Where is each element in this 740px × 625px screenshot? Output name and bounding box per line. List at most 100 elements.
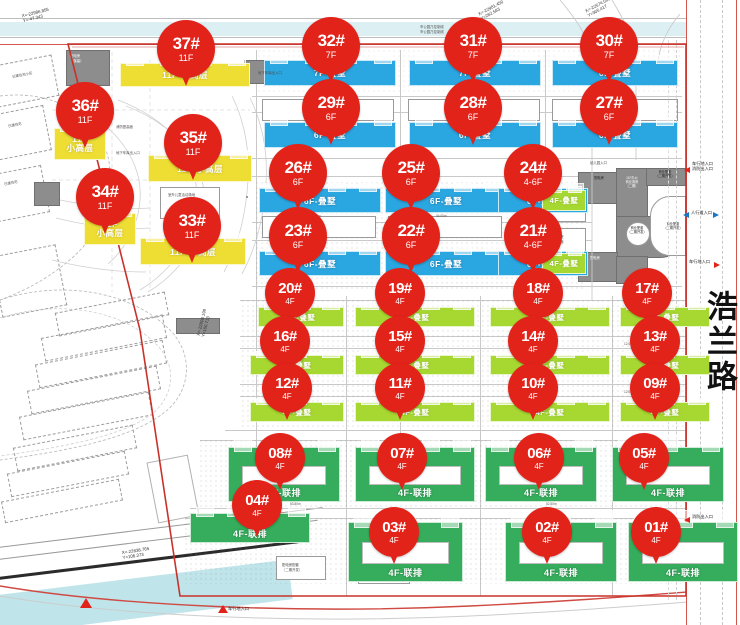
building-type-caption: 4F-叠墅 xyxy=(400,312,430,322)
roof-notch xyxy=(415,116,433,126)
pin-floor-count: 4F xyxy=(542,535,552,545)
map-pin-14[interactable]: 14# 4F xyxy=(508,316,558,373)
roof-notch xyxy=(322,351,340,359)
dim-8: 12.0m xyxy=(624,390,633,394)
map-pin-02[interactable]: 02# 4F xyxy=(522,507,572,564)
roof-notch xyxy=(588,351,606,359)
pin-building-number: 08# xyxy=(268,444,292,462)
pin-building-number: 27# xyxy=(595,92,623,112)
roof-notch xyxy=(318,436,336,453)
map-pin-09[interactable]: 09# 4F xyxy=(630,363,680,420)
pin-floor-count: 4F xyxy=(642,296,652,306)
pin-floor-count: 4-6F xyxy=(523,176,543,187)
pin-floor-count: 4F xyxy=(397,461,407,471)
map-pin-35[interactable]: 35# 11F xyxy=(164,114,222,180)
roof-notch xyxy=(567,185,582,194)
site-note-b: 地下车库出入口 xyxy=(116,151,140,155)
pin-floor-count: 11F xyxy=(184,229,200,240)
roof-notch xyxy=(557,398,576,406)
pin-building-number: 34# xyxy=(91,181,119,201)
pin-building-number: 16# xyxy=(273,327,297,345)
site-note-d: 地下车库出入口 xyxy=(258,71,282,75)
entrance-arrow-1 xyxy=(684,167,690,173)
map-pin-31[interactable]: 31# 7F xyxy=(444,17,502,83)
entrance-arrow-2 xyxy=(713,212,719,218)
building-footprint xyxy=(542,190,586,211)
map-pin-24[interactable]: 24# 4-6F xyxy=(504,144,562,210)
roof-notch xyxy=(558,116,576,126)
map-pin-34[interactable]: 34# 11F xyxy=(76,168,134,234)
pin-floor-count: 4F xyxy=(651,535,661,545)
pin-building-number: 20# xyxy=(278,279,302,297)
map-pin-36[interactable]: 36# 11F xyxy=(56,82,114,148)
entrance-label-2: 人行道入口 xyxy=(691,210,712,215)
roof-notch xyxy=(415,54,433,64)
roof-notch xyxy=(496,303,514,311)
pin-building-number: 26# xyxy=(284,157,312,177)
building-type-caption: 4F-联排 xyxy=(266,488,301,498)
building-type-caption: 4F-叠墅 xyxy=(549,196,579,205)
building-type-caption: 4F-叠墅 xyxy=(549,259,579,268)
roof-notch xyxy=(327,246,346,255)
map-pin-12[interactable]: 12# 4F xyxy=(262,363,312,420)
roof-notch xyxy=(327,183,346,192)
map-pin-28[interactable]: 28# 6F xyxy=(444,79,502,145)
roof-notch xyxy=(441,510,459,528)
pin-floor-count: 6F xyxy=(603,111,615,122)
pin-building-number: 21# xyxy=(519,220,547,240)
roof-notch xyxy=(126,58,144,67)
map-pin-10[interactable]: 10# 4F xyxy=(508,363,558,420)
entrance-label-5: 车行地入口 xyxy=(228,606,249,611)
map-pin-20[interactable]: 20# 4F xyxy=(265,268,315,325)
pin-floor-count: 11F xyxy=(77,114,93,125)
map-pin-04[interactable]: 04# 4F xyxy=(232,480,282,537)
building-type-caption: 4F-叠墅 xyxy=(535,360,565,370)
roof-notch xyxy=(557,351,576,359)
roof-notch xyxy=(595,510,613,528)
pin-building-number: 17# xyxy=(635,279,659,297)
building-type-caption: 4F-叠墅 xyxy=(282,407,312,417)
map-pin-15[interactable]: 15# 4F xyxy=(375,316,425,373)
map-pin-07[interactable]: 07# 4F xyxy=(377,433,427,490)
map-pin-29[interactable]: 29# 6F xyxy=(302,79,360,145)
map-pin-37[interactable]: 37# 11F xyxy=(157,20,215,86)
pin-building-number: 13# xyxy=(643,327,667,345)
map-pin-17[interactable]: 17# 4F xyxy=(622,268,672,325)
map-pin-19[interactable]: 19# 4F xyxy=(375,268,425,325)
pin-floor-count: 11F xyxy=(97,200,113,211)
map-pin-11[interactable]: 11# 4F xyxy=(375,363,425,420)
map-pin-01[interactable]: 01# 4F xyxy=(631,507,681,564)
map-pin-08[interactable]: 08# 4F xyxy=(255,433,305,490)
roof-notch xyxy=(558,54,576,64)
map-pin-06[interactable]: 06# 4F xyxy=(514,433,564,490)
map-pin-21[interactable]: 21# 4-6F xyxy=(504,207,562,273)
pin-building-number: 28# xyxy=(459,92,487,112)
map-pin-05[interactable]: 05# 4F xyxy=(619,433,669,490)
site-note-e: 幼儿园入口 xyxy=(590,161,607,165)
roof-notch xyxy=(322,303,340,311)
building-type-caption: 4F-联排 xyxy=(232,529,267,539)
map-pin-16[interactable]: 16# 4F xyxy=(260,316,310,373)
map-pin-30[interactable]: 30# 7F xyxy=(580,17,638,83)
pin-building-number: 29# xyxy=(317,92,345,112)
map-pin-26[interactable]: 26# 6F xyxy=(269,144,327,210)
building-type-caption: 6F-叠墅 xyxy=(303,195,337,206)
map-pin-25[interactable]: 25# 6F xyxy=(382,144,440,210)
map-pin-32[interactable]: 32# 7F xyxy=(302,17,360,83)
map-pin-22[interactable]: 22# 6F xyxy=(382,207,440,273)
map-pin-23[interactable]: 23# 6F xyxy=(269,207,327,273)
map-pin-03[interactable]: 03# 4F xyxy=(369,507,419,564)
building-type-caption: 4F-联排 xyxy=(665,568,700,578)
map-pin-13[interactable]: 13# 4F xyxy=(630,316,680,373)
pin-building-number: 32# xyxy=(317,30,345,50)
pin-building-number: 01# xyxy=(644,518,668,536)
pin-floor-count: 4F xyxy=(650,344,660,354)
map-pin-18[interactable]: 18# 4F xyxy=(513,268,563,325)
map-pin-27[interactable]: 27# 6F xyxy=(580,79,638,145)
pin-floor-count: 4F xyxy=(528,344,538,354)
pin-building-number: 18# xyxy=(526,279,550,297)
map-pin-33[interactable]: 33# 11F xyxy=(163,197,221,263)
roof-notch xyxy=(228,58,246,67)
roof-notch xyxy=(361,436,379,453)
